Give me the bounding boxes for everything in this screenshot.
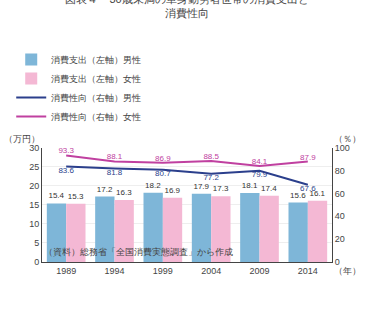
svg-text:消費支出（左軸）男性: 消費支出（左軸）男性 (51, 55, 141, 65)
svg-text:（％）: （％） (334, 134, 361, 144)
svg-text:16.3: 16.3 (116, 188, 132, 197)
svg-text:10: 10 (29, 219, 39, 229)
svg-text:1999: 1999 (153, 266, 173, 276)
svg-text:87.9: 87.9 (300, 153, 316, 162)
svg-text:（年）: （年） (334, 266, 361, 276)
svg-text:（資料）総務省「全国消費実態調査」から作成: （資料）総務省「全国消費実態調査」から作成 (44, 247, 233, 257)
svg-text:80.7: 80.7 (155, 169, 171, 178)
svg-text:18.1: 18.1 (242, 181, 258, 190)
svg-text:消費支出（左軸）女性: 消費支出（左軸）女性 (51, 74, 141, 84)
svg-text:2014: 2014 (298, 266, 318, 276)
svg-text:17.9: 17.9 (193, 182, 209, 191)
svg-text:消費性向（右軸）女性: 消費性向（右軸）女性 (51, 112, 141, 122)
svg-text:40: 40 (335, 211, 345, 221)
svg-text:81.8: 81.8 (107, 168, 123, 177)
svg-text:79.9: 79.9 (252, 170, 268, 179)
svg-text:17.4: 17.4 (261, 184, 277, 193)
svg-text:83.6: 83.6 (58, 166, 74, 175)
svg-text:17.2: 17.2 (97, 185, 113, 194)
svg-text:15.6: 15.6 (290, 191, 306, 200)
svg-text:（万円）: （万円） (4, 134, 40, 144)
svg-text:16.9: 16.9 (164, 186, 180, 195)
svg-text:84.1: 84.1 (252, 157, 268, 166)
svg-text:5: 5 (34, 238, 39, 248)
svg-text:18.2: 18.2 (145, 181, 161, 190)
svg-text:77.2: 77.2 (203, 173, 219, 182)
svg-text:16.1: 16.1 (309, 189, 325, 198)
svg-text:15.4: 15.4 (48, 191, 64, 200)
svg-text:0: 0 (335, 257, 340, 267)
svg-text:20: 20 (29, 181, 39, 191)
svg-text:20: 20 (335, 234, 345, 244)
svg-text:2004: 2004 (201, 266, 221, 276)
svg-text:86.9: 86.9 (155, 154, 171, 163)
svg-text:67.6: 67.6 (300, 184, 316, 193)
svg-text:93.3: 93.3 (58, 146, 74, 155)
svg-text:2009: 2009 (249, 266, 269, 276)
svg-text:15: 15 (29, 200, 39, 210)
svg-text:88.1: 88.1 (107, 152, 123, 161)
svg-text:0: 0 (34, 257, 39, 267)
svg-text:17.3: 17.3 (213, 184, 229, 193)
svg-text:30: 30 (29, 143, 39, 153)
svg-text:100: 100 (335, 143, 350, 153)
svg-text:88.5: 88.5 (203, 152, 219, 161)
svg-text:80: 80 (335, 166, 345, 176)
svg-text:15.3: 15.3 (68, 192, 84, 201)
svg-text:図表４ 30歳未満の単身勤労者世帯の消費支出と消費性向: 図表４ 30歳未満の単身勤労者世帯の消費支出と消費性向 (65, 0, 308, 19)
svg-text:1989: 1989 (56, 266, 76, 276)
svg-text:消費性向（右軸）男性: 消費性向（右軸）男性 (51, 93, 141, 103)
svg-text:60: 60 (335, 189, 345, 199)
svg-text:1994: 1994 (104, 266, 124, 276)
svg-text:25: 25 (29, 162, 39, 172)
